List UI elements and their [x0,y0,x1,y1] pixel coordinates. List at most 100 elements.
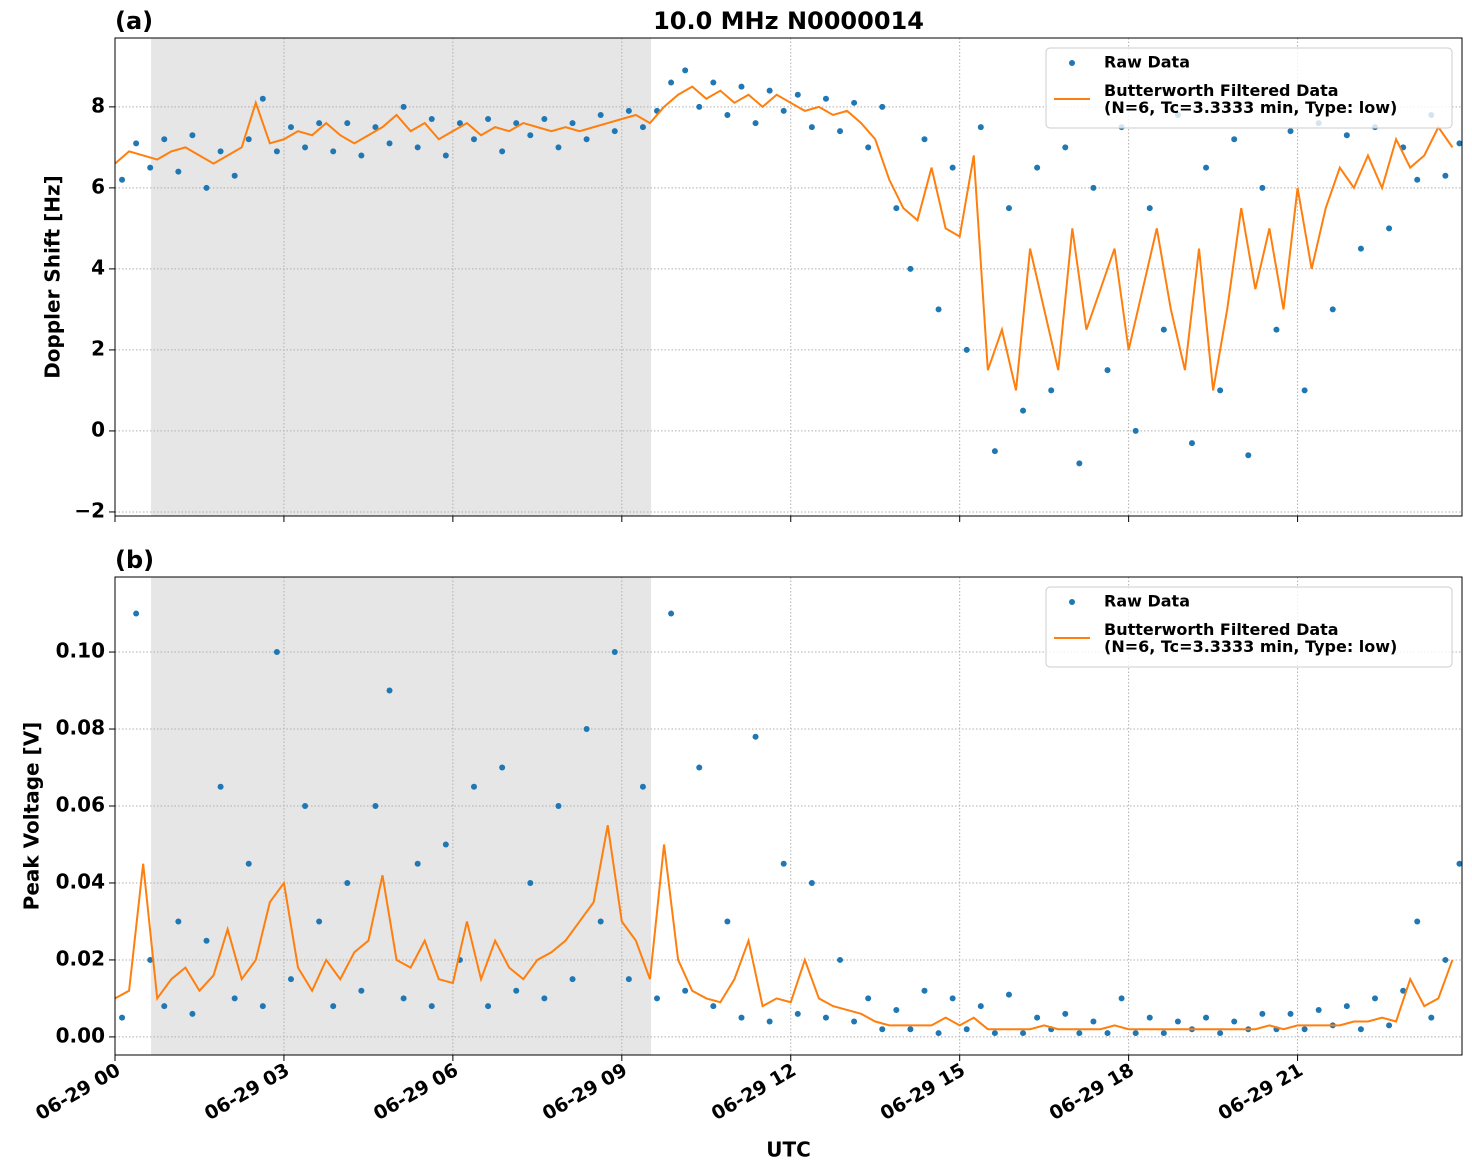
raw-data-point [766,87,773,94]
raw-data-point [977,124,984,131]
raw-data-point [175,918,182,925]
raw-data-point [1174,1018,1181,1025]
raw-data-point [991,448,998,455]
raw-data-point [1245,452,1252,459]
raw-data-point [893,1006,900,1013]
raw-data-point [259,95,266,102]
raw-data-point [217,783,224,790]
raw-data-point [456,120,463,127]
raw-data-point [287,976,294,983]
y-tick-label: 0 [91,417,105,441]
legend-label: Butterworth Filtered Data (N=6, Tc=3.3333… [1104,81,1397,117]
raw-data-point [161,136,168,143]
raw-data-point [879,1026,886,1033]
plot-area [115,610,1462,1037]
raw-data-point [1005,991,1012,998]
legend-marker [1069,599,1075,605]
x-tick-label: 06-29 18 [1046,1059,1138,1125]
y-tick-label: 0.00 [56,1023,105,1047]
raw-data-point [344,879,351,886]
raw-data-point [1343,1003,1350,1010]
raw-data-point [302,144,309,151]
raw-data-point [569,120,576,127]
raw-data-point [513,987,520,994]
raw-data-point [442,152,449,159]
raw-data-point [921,987,928,994]
legend-box [1045,586,1453,668]
raw-data-point [133,140,140,147]
raw-data-point [1160,1030,1167,1037]
raw-data-point [302,802,309,809]
x-tick-label: 06-29 00 [32,1059,124,1125]
legend-marker [1069,60,1075,66]
raw-data-point [175,168,182,175]
raw-data-point [639,124,646,131]
raw-data-point [203,184,210,191]
raw-data-point [287,124,294,131]
raw-data-point [1231,1018,1238,1025]
raw-data-point [1456,140,1462,147]
raw-data-point [316,120,323,127]
legend-box [1045,47,1453,129]
y-tick-label: 0.04 [56,869,105,893]
x-tick-label: 06-29 03 [201,1059,293,1125]
raw-data-point [372,124,379,131]
raw-data-point [485,1003,492,1010]
raw-data-point [1442,172,1449,179]
shaded-span [151,38,652,516]
raw-data-point [1259,1010,1266,1017]
raw-data-point [1062,144,1069,151]
raw-data-point [851,1018,858,1025]
raw-data-point [865,144,872,151]
raw-data-point [161,1003,168,1010]
axes-frame [114,576,1463,1056]
raw-data-point [1442,956,1449,963]
y-axis-label: Doppler Shift [Hz] [41,175,65,379]
x-axis-label: UTC [766,1138,811,1162]
plot-area [115,67,1462,467]
raw-data-point [273,148,280,155]
raw-data-point [414,860,421,867]
raw-data-point [668,79,675,86]
raw-data-point [1315,1006,1322,1013]
chart-title: 10.0 MHz N0000014 [653,7,924,35]
raw-data-point [1231,136,1238,143]
raw-data-point [1301,1026,1308,1033]
raw-data-point [963,346,970,353]
raw-data-point [935,1030,942,1037]
raw-data-point [330,148,337,155]
y-tick-label: 0.08 [56,716,105,740]
raw-data-point [851,99,858,106]
raw-data-point [583,136,590,143]
axes-frame [114,37,1463,517]
raw-data-point [189,132,196,139]
raw-data-point [949,164,956,171]
y-tick-label: 8 [91,93,105,117]
raw-data-point [273,649,280,656]
raw-data-point [907,265,914,272]
raw-data-point [555,144,562,151]
raw-data-point [1104,1030,1111,1037]
raw-data-point [1203,1014,1210,1021]
x-tick-label: 06-29 09 [539,1059,631,1125]
raw-data-point [1118,995,1125,1002]
raw-data-point [372,802,379,809]
y-tick-label: −2 [74,498,105,522]
y-tick-label: 0.02 [56,946,105,970]
raw-data-point [541,116,548,123]
y-tick-label: 6 [91,174,105,198]
raw-data-point [1048,387,1055,394]
raw-data-point [513,120,520,127]
raw-data-point [1076,1030,1083,1037]
raw-data-point [1034,1014,1041,1021]
raw-data-point [541,995,548,1002]
raw-data-point [1386,1022,1393,1029]
filtered-line [115,825,1454,1031]
raw-data-point [485,116,492,123]
raw-data-point [203,937,210,944]
raw-data-point [1343,132,1350,139]
raw-data-point [1005,205,1012,212]
raw-data-point [1203,164,1210,171]
x-tick-label: 06-29 15 [877,1059,969,1125]
raw-data-point [1414,918,1421,925]
